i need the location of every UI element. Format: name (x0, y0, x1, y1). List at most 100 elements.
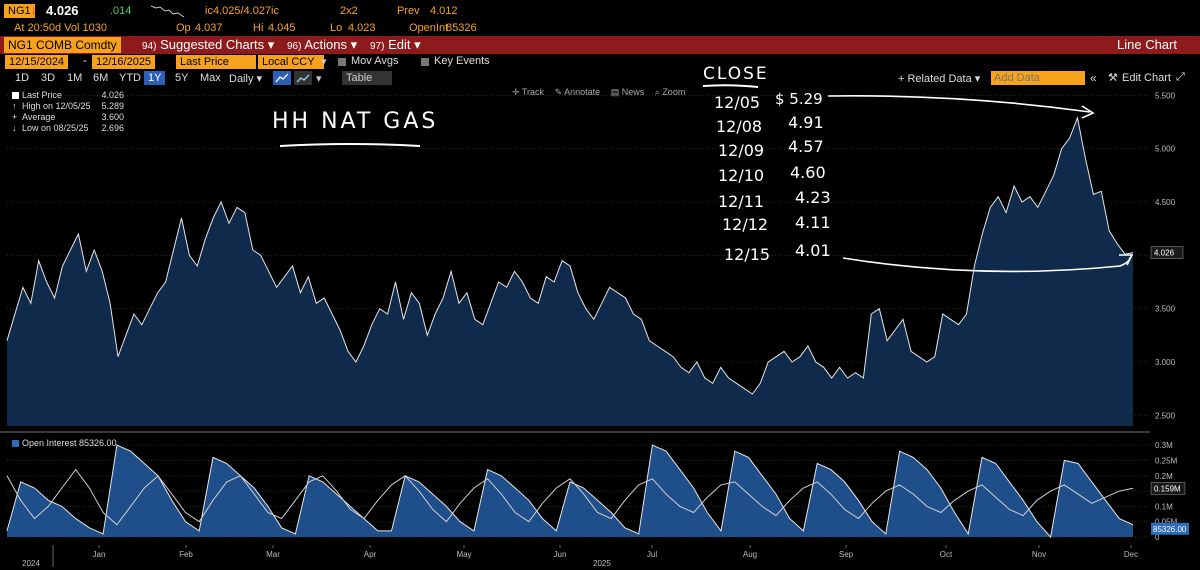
legend-high: ↑ High on 12/05/25 5.289 (12, 101, 124, 111)
price-tick-label: 3.500 (1155, 305, 1176, 314)
current-price-label: 4.026 (1154, 249, 1175, 258)
suggested-charts-menu[interactable]: 94) Suggested Charts ▾ (142, 37, 275, 52)
close-date-3: 12/09 (718, 141, 764, 160)
search-icon: ⌕ (654, 87, 660, 97)
range-5y[interactable]: 5Y (175, 72, 189, 84)
open-label: Op (176, 22, 191, 34)
prev-value: 4.012 (430, 5, 458, 17)
oi-current-box (1151, 522, 1189, 535)
zoom-tool[interactable]: ⌕ Zoom (654, 87, 686, 97)
edit-menu[interactable]: 97) Edit ▾ (370, 37, 421, 52)
x-tick-label: Apr (364, 550, 377, 559)
oi-legend: Open Interest 85326.00 (12, 438, 117, 448)
close-date-5: 12/11 (718, 192, 764, 211)
oi-tick-label: 0.25M (1155, 456, 1178, 465)
close-date-2: 12/08 (716, 117, 762, 136)
close-header: CLOSE (703, 64, 769, 84)
periodicity-select[interactable]: Daily ▾ (229, 73, 263, 85)
bid-ask-quote: ic4.025/4.027ic (205, 5, 279, 17)
title-underline (279, 143, 421, 147)
line-chart-icon[interactable] (273, 71, 291, 85)
high-icon: ↑ (12, 101, 17, 111)
ticker-box[interactable]: NG1 (4, 4, 35, 18)
range-1y[interactable]: 1Y (144, 71, 166, 85)
currency-dropdown-icon[interactable]: ▾ (321, 56, 327, 68)
bid-ask-size: 2x2 (340, 5, 358, 17)
price-area (7, 117, 1133, 427)
at-volume: At 20:50d Vol 1030 (14, 22, 107, 34)
low-label: Lo (330, 22, 343, 34)
legend-low: ↓ Low on 08/25/25 2.696 (12, 123, 124, 133)
oi-secondary-box (1150, 482, 1186, 495)
close-value-7: 4.01 (795, 241, 831, 260)
x-tick-label: Feb (179, 550, 193, 559)
annotate-tool[interactable]: ✎ Annotate (554, 87, 601, 97)
end-date-input[interactable]: 12/16/2025 (92, 55, 156, 69)
field-select[interactable]: Last Price (176, 55, 256, 69)
price-change: .014 (110, 5, 132, 17)
x-axis: Jan Feb Mar Apr May Jun Jul Aug Sep Oct Nov Dec 2024… (22, 545, 1138, 568)
close-value-5: 4.23 (795, 188, 831, 207)
menu-bar: NG1 COMB Comdty 94) Suggested Charts ▾ 9… (0, 36, 1200, 54)
close-value-6: 4.11 (795, 213, 831, 232)
edit-chart-button[interactable]: Edit Chart (1122, 72, 1171, 84)
price-tick-label: 2.500 (1155, 411, 1176, 420)
plus-icon: ✛ (512, 87, 520, 97)
currency-select[interactable]: Local CCY (258, 55, 324, 69)
average-icon: + (12, 112, 18, 122)
chart-style-dropdown-icon[interactable]: ▾ (316, 73, 322, 85)
add-data-input[interactable] (991, 71, 1085, 85)
range-ytd[interactable]: YTD (119, 72, 141, 84)
close-underline (702, 84, 759, 88)
range-1d[interactable]: 1D (15, 72, 30, 84)
year-label: 2025 (593, 559, 611, 568)
related-data-button[interactable]: + Related Data ▾ (898, 73, 981, 85)
oi-secondary-label: 0.159M (1154, 484, 1181, 493)
security-field[interactable]: NG1 COMB Comdty (4, 37, 121, 53)
dropdown-icon: ▾ (974, 73, 981, 85)
settings-icon[interactable]: ⤢ (1176, 71, 1185, 83)
range-1m[interactable]: 1M (67, 72, 83, 84)
wrench-icon[interactable]: ⚒ (1108, 72, 1118, 84)
key-events-checkbox[interactable] (421, 58, 429, 66)
price-tick-label: 3.000 (1155, 358, 1176, 367)
start-date-input[interactable]: 12/15/2024 (5, 55, 69, 69)
dropdown-icon: ▾ (414, 37, 421, 52)
down-arrow-icon: ↓ (31, 3, 37, 17)
price-tick-label: 5.000 (1155, 145, 1176, 154)
open-interest-line (6, 444, 1134, 539)
oi-current-tags: 0.159M 85326.00 (1150, 482, 1189, 535)
x-tick-label: Jul (647, 550, 657, 559)
annotation-title: HH NAT GAS (272, 109, 438, 134)
table-button[interactable]: Table (342, 71, 392, 85)
dropdown-icon: ▾ (256, 73, 263, 85)
dropdown-icon: ▾ (267, 37, 275, 52)
open-interest-label: OpenInt (409, 22, 449, 34)
range-6m[interactable]: 6M (93, 72, 109, 84)
oi-swatch (12, 440, 19, 448)
track-tool[interactable]: ✛ Track (512, 87, 545, 97)
range-max[interactable]: Max (200, 72, 221, 84)
price-line (6, 116, 1134, 395)
chart-type-label: Line Chart (1117, 37, 1177, 52)
news-tool[interactable]: ▤ News (610, 87, 645, 97)
mov-avgs-checkbox[interactable] (338, 58, 346, 66)
quote-stats: At 20:50d Vol 1030 Op 4.037 Hi 4.045 Lo … (0, 22, 1200, 36)
pencil-icon: ✎ (554, 87, 563, 97)
panel-divider (0, 431, 1150, 433)
close-value-2: 4.91 (788, 113, 824, 132)
x-tick-label: Jan (93, 550, 106, 559)
collapse-icon[interactable]: « (1090, 71, 1097, 85)
x-axis-labels: Jan Feb Mar Apr May Jun Jul Aug Sep Oct Nov Dec 2024… (22, 545, 1138, 568)
chart-style-icon[interactable] (294, 71, 312, 85)
prev-label: Prev (397, 5, 420, 17)
low-icon: ↓ (12, 123, 17, 133)
open-value: 4.037 (195, 22, 223, 34)
actions-menu[interactable]: 96) Actions ▾ (287, 37, 358, 52)
close-value-1: $ 5.29 (775, 90, 823, 108)
sparkline-icon (150, 5, 185, 18)
x-tick-label: Mar (266, 550, 280, 559)
range-3d[interactable]: 3D (41, 72, 56, 84)
